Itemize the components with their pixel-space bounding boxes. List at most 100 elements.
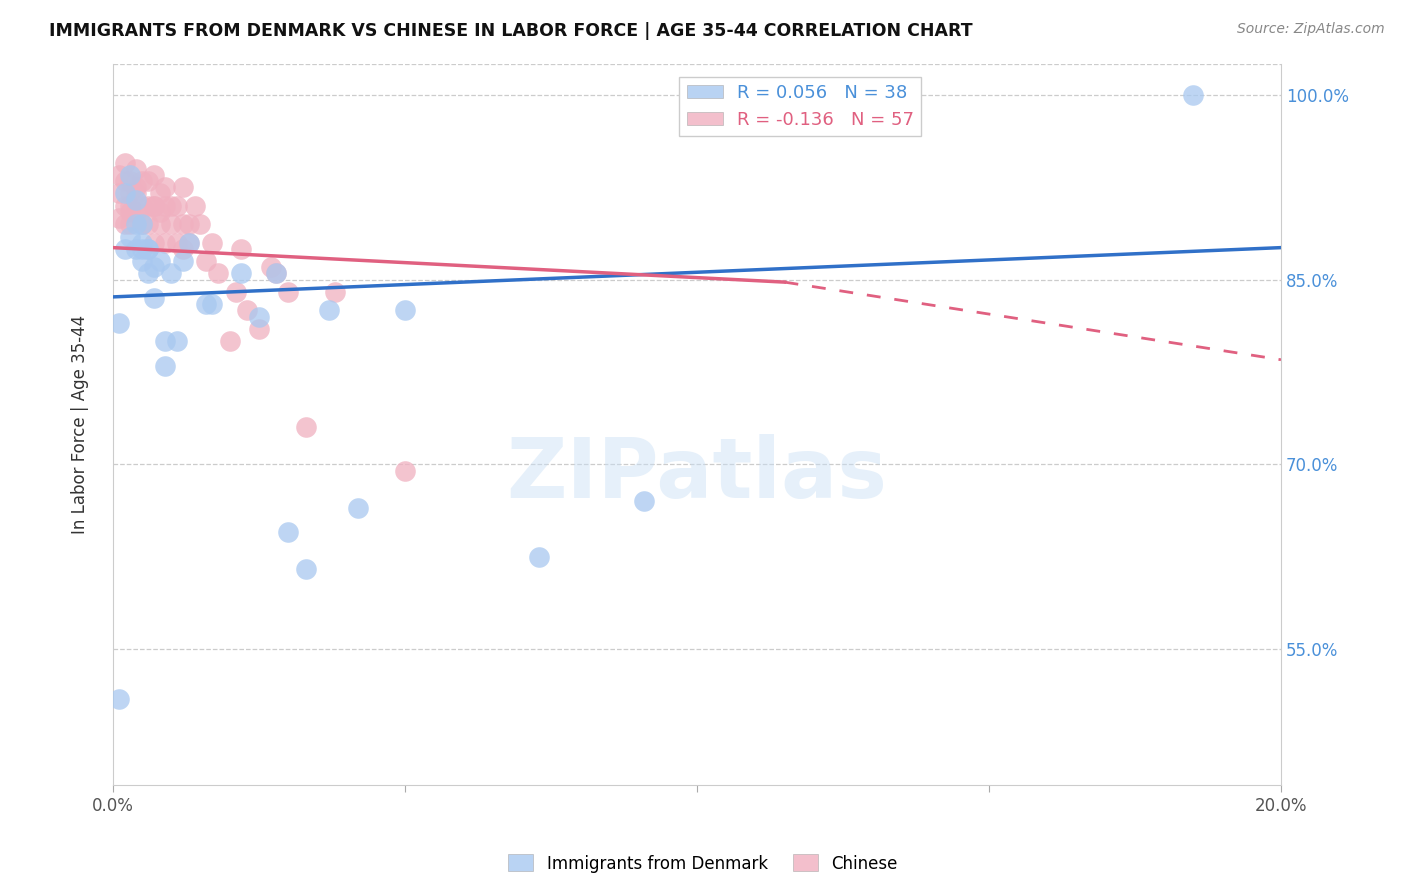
Point <box>125 242 148 256</box>
Point <box>190 217 212 231</box>
Point <box>172 254 194 268</box>
Point <box>277 525 299 540</box>
Point <box>107 168 129 182</box>
Point <box>125 180 148 194</box>
Text: ZIPatlas: ZIPatlas <box>506 434 887 516</box>
Point <box>177 235 200 250</box>
Point <box>183 199 205 213</box>
Point <box>166 334 188 349</box>
Point <box>136 242 159 256</box>
Point <box>155 334 177 349</box>
Point <box>266 267 288 281</box>
Point <box>236 303 259 318</box>
Point <box>136 199 159 213</box>
Point <box>142 199 165 213</box>
Point <box>136 174 159 188</box>
Point <box>142 168 165 182</box>
Point <box>394 464 416 478</box>
Point <box>131 174 153 188</box>
Point <box>142 199 165 213</box>
Point <box>172 180 194 194</box>
Point <box>136 242 159 256</box>
Point <box>323 285 346 299</box>
Point <box>172 217 194 231</box>
Point <box>107 186 129 201</box>
Point <box>347 500 370 515</box>
Point <box>142 235 165 250</box>
Point <box>107 691 129 706</box>
Point <box>120 186 142 201</box>
Point <box>120 199 142 213</box>
Point <box>177 217 200 231</box>
Point <box>231 267 253 281</box>
Point <box>114 186 136 201</box>
Point <box>125 186 148 201</box>
Point <box>633 494 655 508</box>
Point <box>148 205 170 219</box>
Point <box>125 217 148 231</box>
Point <box>148 217 170 231</box>
Point <box>131 217 153 231</box>
Point <box>107 211 129 225</box>
Point <box>318 303 340 318</box>
Point <box>136 217 159 231</box>
Point <box>160 267 183 281</box>
Point <box>1182 87 1205 102</box>
Point <box>294 562 316 576</box>
Point <box>195 254 218 268</box>
Point <box>142 291 165 305</box>
Point <box>201 235 224 250</box>
Point <box>529 549 551 564</box>
Point <box>125 193 148 207</box>
Point <box>294 420 316 434</box>
Point <box>160 217 183 231</box>
Point <box>259 260 281 275</box>
Text: IMMIGRANTS FROM DENMARK VS CHINESE IN LABOR FORCE | AGE 35-44 CORRELATION CHART: IMMIGRANTS FROM DENMARK VS CHINESE IN LA… <box>49 22 973 40</box>
Point <box>166 235 188 250</box>
Point <box>125 161 148 176</box>
Point <box>136 267 159 281</box>
Point <box>155 180 177 194</box>
Point <box>148 254 170 268</box>
Point <box>148 186 170 201</box>
Point <box>120 174 142 188</box>
Point <box>166 199 188 213</box>
Legend: Immigrants from Denmark, Chinese: Immigrants from Denmark, Chinese <box>502 847 904 880</box>
Point <box>107 316 129 330</box>
Point <box>114 155 136 169</box>
Point <box>177 235 200 250</box>
Point <box>120 168 142 182</box>
Point <box>131 199 153 213</box>
Point <box>120 229 142 244</box>
Point <box>394 303 416 318</box>
Point <box>207 267 229 281</box>
Point <box>120 205 142 219</box>
Point <box>120 217 142 231</box>
Point <box>172 242 194 256</box>
Point <box>195 297 218 311</box>
Point <box>218 334 240 349</box>
Point <box>277 285 299 299</box>
Point <box>201 297 224 311</box>
Point <box>114 174 136 188</box>
Point <box>155 235 177 250</box>
Point <box>160 199 183 213</box>
Point <box>114 217 136 231</box>
Point <box>224 285 246 299</box>
Point <box>231 242 253 256</box>
Point <box>131 217 153 231</box>
Point <box>155 359 177 373</box>
Point <box>125 205 148 219</box>
Point <box>131 242 153 256</box>
Point <box>247 310 270 324</box>
Point <box>131 235 153 250</box>
Point <box>247 322 270 336</box>
Point <box>131 254 153 268</box>
Y-axis label: In Labor Force | Age 35-44: In Labor Force | Age 35-44 <box>72 315 89 534</box>
Legend: R = 0.056   N = 38, R = -0.136   N = 57: R = 0.056 N = 38, R = -0.136 N = 57 <box>679 77 921 136</box>
Point <box>155 199 177 213</box>
Text: Source: ZipAtlas.com: Source: ZipAtlas.com <box>1237 22 1385 37</box>
Point <box>114 199 136 213</box>
Point <box>114 242 136 256</box>
Point <box>142 260 165 275</box>
